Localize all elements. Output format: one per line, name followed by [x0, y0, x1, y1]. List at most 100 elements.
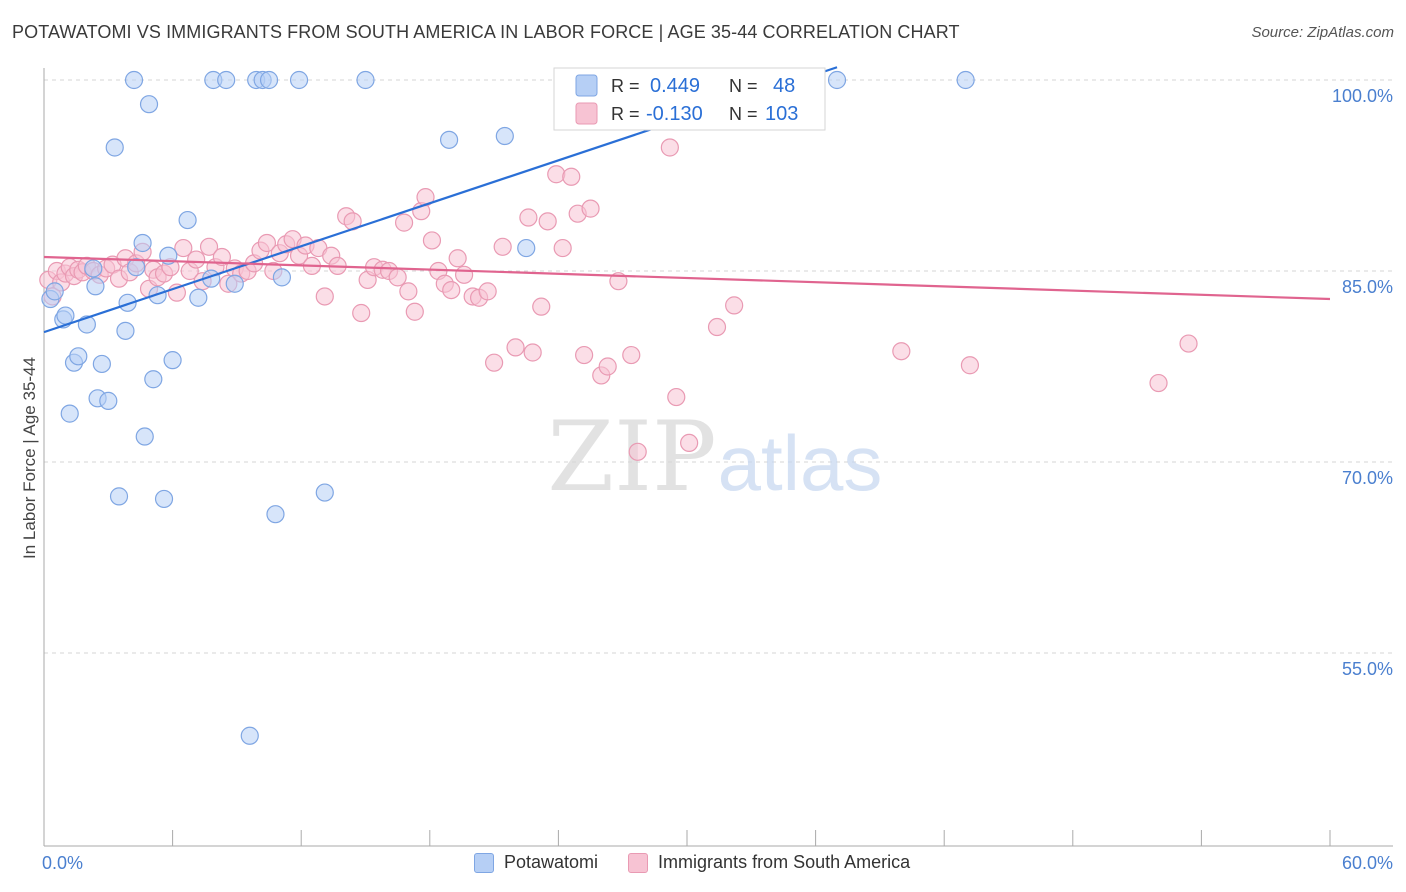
potawatomi-point: [272, 268, 292, 287]
stats-swatch-blue: [575, 74, 598, 97]
immigrants-point: [388, 268, 407, 287]
potawatomi-point: [86, 277, 105, 296]
immigrants-point: [493, 237, 512, 256]
immigrants-point: [725, 296, 744, 315]
legend: Potawatomi Immigrants from South America: [474, 852, 940, 873]
immigrants-point: [667, 387, 686, 407]
potawatomi-point: [495, 126, 514, 146]
stats-r-label-1: R =: [611, 76, 640, 96]
potawatomi-point: [178, 210, 197, 230]
immigrants-point: [454, 265, 474, 284]
stats-n-value-2: 103: [765, 103, 798, 125]
stats-box-frame: [553, 67, 826, 131]
potawatomi-point: [99, 391, 118, 410]
potawatomi-point: [225, 274, 244, 293]
immigrants-point: [960, 356, 980, 375]
potawatomi-point: [956, 70, 975, 90]
potawatomi-point: [189, 288, 208, 307]
tick-labels: 55.0% 70.0% 85.0% 100.0% 0.0% 60.0%: [42, 86, 1393, 873]
immigrants-point: [575, 345, 594, 365]
immigrants-point: [257, 233, 277, 253]
immigrants-point: [519, 208, 538, 227]
potawatomi-point: [139, 95, 159, 114]
y-tick-label-100: 100.0%: [1332, 86, 1393, 106]
potawatomi-point: [105, 138, 124, 157]
immigrants-point: [174, 238, 193, 258]
immigrants-point: [478, 282, 497, 301]
potawatomi-point: [84, 259, 103, 278]
legend-item-immigrants[interactable]: Immigrants from South America: [628, 852, 910, 873]
immigrants-point: [660, 138, 679, 157]
potawatomi-point: [69, 347, 88, 366]
series-potawatomi-points: [41, 70, 975, 745]
y-tick-label-55: 55.0%: [1342, 659, 1393, 679]
watermark-atlas: atlas: [718, 419, 883, 507]
legend-swatch-potawatomi: [474, 852, 494, 873]
stats-legend-box: R = 0.449 N = 48 R = -0.130 N = 103: [553, 67, 826, 131]
stats-n-label-1: N =: [729, 76, 758, 96]
trend-line-immigrants: [43, 255, 1331, 301]
chart-title: POTAWATOMI VS IMMIGRANTS FROM SOUTH AMER…: [12, 22, 960, 42]
immigrants-point: [399, 282, 418, 301]
potawatomi-point: [154, 489, 174, 509]
potawatomi-point: [827, 70, 847, 90]
potawatomi-point: [266, 505, 285, 524]
immigrants-point: [553, 238, 572, 258]
potawatomi-point: [315, 483, 334, 502]
potawatomi-point: [56, 306, 75, 325]
immigrants-point: [1149, 373, 1168, 393]
immigrants-point: [448, 249, 467, 268]
immigrants-point: [523, 343, 542, 362]
potawatomi-point: [217, 70, 236, 90]
potawatomi-point: [109, 487, 129, 506]
y-tick-label-85: 85.0%: [1342, 277, 1393, 297]
x-tick-label-max: 60.0%: [1342, 853, 1393, 873]
legend-item-potawatomi[interactable]: Potawatomi: [474, 852, 598, 873]
immigrants-point: [547, 165, 566, 184]
immigrants-point: [212, 247, 231, 267]
stats-r-value-2: -0.130: [646, 103, 703, 125]
stats-r-label-2: R =: [611, 104, 640, 124]
immigrants-point: [598, 357, 617, 376]
immigrants-point: [892, 342, 911, 361]
potawatomi-point: [60, 404, 79, 423]
legend-swatch-immigrants: [628, 852, 649, 873]
potawatomi-point: [127, 258, 146, 277]
potawatomi-point: [124, 70, 144, 90]
immigrants-point: [394, 213, 414, 232]
immigrants-point: [581, 199, 600, 218]
immigrants-point: [405, 302, 424, 321]
watermark: ZIP atlas: [547, 401, 882, 513]
potawatomi-point: [356, 70, 375, 90]
axes: [43, 68, 1393, 847]
potawatomi-point: [289, 70, 309, 90]
potawatomi-point: [240, 726, 259, 745]
potawatomi-point: [163, 351, 182, 370]
immigrants-point: [538, 212, 557, 231]
x-tick-label-min: 0.0%: [42, 853, 83, 873]
potawatomi-point: [144, 370, 163, 389]
potawatomi-point: [135, 427, 154, 446]
stats-n-label-2: N =: [729, 104, 758, 124]
immigrants-point: [442, 281, 461, 300]
immigrants-point: [532, 297, 551, 316]
immigrants-point: [506, 338, 525, 357]
potawatomi-point: [439, 130, 459, 149]
potawatomi-point: [45, 282, 64, 301]
immigrants-point: [199, 237, 219, 256]
potawatomi-point: [133, 233, 152, 253]
legend-label-potawatomi: Potawatomi: [504, 852, 599, 872]
immigrants-point: [628, 442, 647, 461]
immigrants-point: [485, 353, 504, 372]
y-tick-label-70: 70.0%: [1342, 468, 1393, 488]
immigrants-point: [352, 303, 371, 323]
legend-label-immigrants: Immigrants from South America: [658, 852, 911, 872]
immigrants-point: [707, 317, 727, 337]
stats-n-value-1: 48: [773, 75, 795, 97]
immigrants-point: [315, 287, 334, 306]
immigrants-point: [622, 345, 641, 365]
immigrants-point: [1179, 334, 1198, 353]
potawatomi-point: [116, 321, 135, 340]
immigrants-point: [680, 433, 699, 452]
